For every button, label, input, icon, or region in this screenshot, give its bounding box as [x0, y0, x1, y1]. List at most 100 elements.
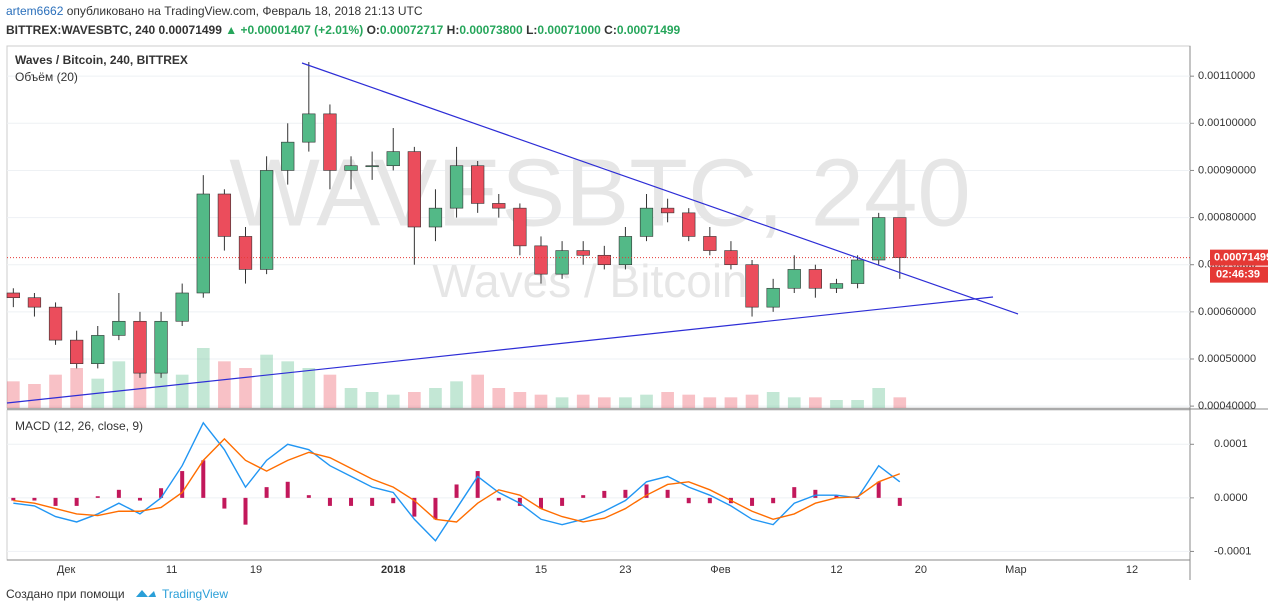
x-tick-label: 11 [166, 564, 177, 576]
histogram-bar [771, 497, 776, 504]
histogram-bar [623, 489, 628, 498]
candle-body [428, 207, 443, 228]
x-tick-label: 15 [535, 564, 547, 576]
made-with: Создано при помощи [6, 587, 125, 601]
x-tick-label: 23 [619, 564, 631, 576]
volume-bar [28, 384, 41, 408]
axes: Дек 11 19 2018 15 23 Фев 12 20 Мар 12 0.00040000 0.0… [57, 70, 1268, 576]
volume-bar [492, 388, 506, 408]
volume-bar [619, 397, 632, 408]
o-label: O: [366, 23, 380, 37]
candle-body [217, 193, 232, 237]
y-tick-label: 0.00090000 [1198, 164, 1256, 176]
volume-bar [745, 394, 759, 408]
legend-title: Waves / Bitcoin, 240, BITTREX [15, 53, 188, 67]
volume-bar [766, 392, 780, 408]
volume-bar [175, 374, 189, 408]
h: 0.00073800 [459, 23, 523, 37]
change: ▲ +0.00001407 (+2.01%) [225, 23, 364, 37]
histogram-bar [370, 497, 375, 506]
volume-bar [344, 388, 358, 408]
chart: WAVESBTC, 240 Waves / Bitcoin Дек 11 19 201… [6, 45, 1268, 580]
l-label: L: [526, 23, 538, 37]
candle-body [639, 207, 654, 237]
volume-bar [576, 394, 590, 408]
volume-bar [830, 400, 843, 408]
macd-title: MACD (12, 26, close, 9) [15, 419, 143, 433]
candle-body [133, 320, 147, 374]
y-tick-label: 0.00050000 [1198, 353, 1256, 365]
histogram-bar [116, 489, 121, 498]
volume-bar [534, 394, 548, 408]
user[interactable]: artem6662 [6, 4, 64, 18]
candle-body [238, 236, 253, 270]
histogram-bar [412, 497, 417, 517]
volume-bar [555, 397, 569, 408]
candle-body [302, 113, 316, 143]
l: 0.00071000 [537, 23, 601, 37]
volume-bar [640, 394, 653, 408]
volume-bar [302, 368, 316, 408]
volume-bar [7, 381, 20, 408]
watermark-sub: Waves / Bitcoin [432, 255, 747, 307]
o: 0.00072717 [379, 23, 444, 37]
countdown: 02:46:39 [1216, 269, 1260, 281]
volume-bar [513, 392, 527, 408]
candle-body [534, 245, 548, 275]
x-tick-label: 12 [830, 564, 842, 576]
candle-body [555, 250, 569, 275]
volume-bar [851, 400, 864, 408]
histogram-bar [74, 497, 79, 506]
histogram-bar [876, 481, 881, 498]
trend-line-lower [6, 296, 994, 404]
brand[interactable]: TradingView [161, 587, 229, 601]
histogram-bar [686, 497, 691, 504]
volume-bar [386, 394, 400, 408]
volume-bar [49, 374, 62, 408]
trend-line-upper [301, 62, 1019, 315]
candle-body [365, 165, 379, 168]
histogram-bar [792, 487, 797, 498]
candle-body [872, 217, 886, 261]
candle-body [6, 292, 20, 299]
volume [7, 348, 907, 408]
volume-bar [112, 361, 126, 408]
histogram-bar [391, 497, 396, 504]
candle-body [70, 339, 84, 364]
y-tick-label: 0.00060000 [1198, 306, 1256, 318]
histogram-bar [222, 497, 227, 509]
volume-title: Объём (20) [15, 70, 78, 84]
candle-body [175, 292, 189, 322]
candle-body [660, 207, 675, 214]
candle-body [27, 297, 42, 308]
volume-bar [893, 397, 907, 408]
x-tick-label: Дек [57, 564, 76, 576]
macd [11, 421, 902, 542]
histogram-bar [306, 495, 311, 498]
volume-bar [661, 392, 674, 408]
countdown-box [1210, 266, 1268, 283]
histogram-bar [327, 497, 332, 506]
volume-bar [196, 348, 210, 408]
histogram-bar [496, 497, 501, 501]
logo [135, 590, 156, 597]
candle-body [91, 335, 105, 364]
volume-bar [323, 374, 337, 408]
volume-bar [809, 397, 822, 408]
x-tick-label: 2018 [381, 564, 405, 576]
histogram-bar [644, 484, 649, 498]
volume-bar [154, 368, 168, 408]
y-tick-label: 0.00100000 [1198, 117, 1256, 129]
x-tick-label: Мар [1005, 564, 1027, 576]
histogram-bar [285, 481, 290, 498]
volume-bar [260, 354, 273, 408]
candle-body [386, 151, 400, 167]
candle-body [48, 306, 63, 341]
x-tick-label: 12 [1126, 564, 1138, 576]
candle-body [281, 141, 295, 171]
histogram-bar [264, 487, 269, 498]
volume-bar [70, 368, 83, 408]
candle-body [407, 151, 421, 228]
y-tick-label: 0.00110000 [1198, 70, 1255, 82]
